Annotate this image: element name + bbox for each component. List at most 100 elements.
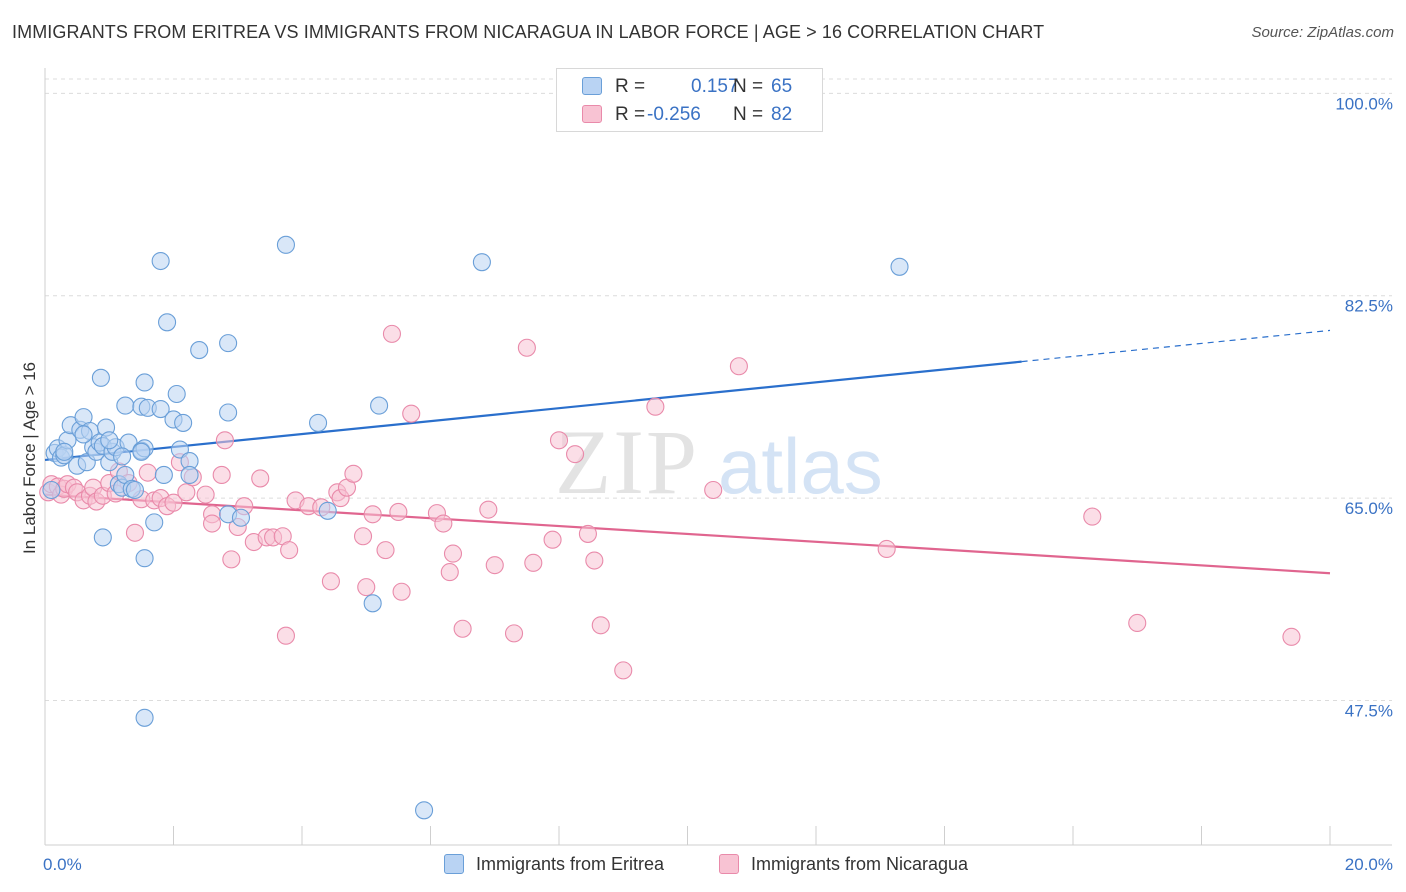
eritrea-point [55,442,74,461]
nicaragua-point [203,514,222,533]
nicaragua-point [646,397,665,416]
nicaragua-point [363,505,382,524]
stats-legend: R = 0.157 N = 65 R = -0.256 N = 82 [556,68,823,132]
eritrea-point [167,384,186,404]
eritrea-point [113,447,132,466]
legend-label-eritrea: Immigrants from Eritrea [476,854,665,874]
y-axis-label: In Labor Force | Age > 16 [20,362,39,554]
nicaragua-point [585,551,604,570]
eritrea-swatch [582,77,602,95]
nicaragua-trend-line [44,493,1331,575]
nicaragua-point [591,616,610,635]
y-tick-label: 65.0% [1345,499,1393,518]
eritrea-point [151,399,170,419]
nicaragua-point [276,626,295,645]
nicaragua-point [524,553,543,572]
nicaragua-point [443,544,463,563]
nicaragua-point [440,563,459,582]
n-label: N = [733,76,764,97]
nicaragua-point [177,483,196,502]
eritrea-point [219,334,238,353]
eritrea-point [363,594,382,613]
nicaragua-point [353,527,373,546]
nicaragua-point [138,463,157,482]
trend-lines [44,329,1331,575]
watermark-atlas: atlas [718,422,883,510]
eritrea-point [145,513,164,532]
series-legend: Immigrants from Eritrea Immigrants from … [0,852,1406,878]
eritrea-point [74,425,93,444]
r-value-eritrea: 0.157 [691,76,739,97]
nicaragua-point [578,524,597,543]
eritrea-trend-extension [1021,329,1331,363]
nicaragua-point [402,404,421,423]
eritrea-point [231,508,251,527]
eritrea-point [116,396,135,415]
nicaragua-point [251,469,270,488]
nicaragua-point [357,578,376,597]
nicaragua-point [125,523,144,542]
eritrea-point [318,501,337,520]
r-label: R = [615,76,646,97]
eritrea-point [174,413,193,432]
eritrea-point [135,373,154,392]
eritrea-point [276,235,295,254]
eritrea-point [151,251,170,271]
nicaragua-point [434,514,453,533]
eritrea-point [91,368,110,387]
n-value-nicaragua: 82 [771,104,793,125]
n-value-eritrea: 65 [771,76,793,97]
nicaragua-point [566,445,585,464]
nicaragua-point [543,530,562,549]
eritrea-point [190,341,209,360]
nicaragua-point [485,556,504,575]
nicaragua-point [321,572,340,591]
eritrea-point [154,465,173,485]
eritrea-point [158,313,177,332]
eritrea-point [100,431,119,450]
eritrea-point [890,257,909,276]
nicaragua-point [215,431,234,450]
nicaragua-point [212,465,231,485]
nicaragua-point [382,324,402,343]
axes: 47.5% 65.0% 82.5% 100.0% 0.0% 20.0% [43,68,1393,874]
chart-title: IMMIGRANTS FROM ERITREA VS IMMIGRANTS FR… [12,22,1045,42]
eritrea-point [93,528,112,547]
eritrea-legend-swatch [444,854,464,874]
nicaragua-point [729,357,748,376]
nicaragua-point [389,502,408,522]
eritrea-point [415,801,434,820]
nicaragua-swatch [582,105,602,123]
eritrea-point [180,465,199,485]
nicaragua-point [164,493,183,512]
nicaragua-point [196,485,215,504]
nicaragua-point [376,541,395,560]
nicaragua-point [280,541,299,560]
eritrea-point [309,413,328,432]
nicaragua-point [453,619,472,638]
nicaragua-point [704,480,723,500]
legend-label-nicaragua: Immigrants from Nicaragua [751,854,969,874]
data-points [39,235,1301,820]
eritrea-point [472,253,491,272]
nicaragua-point [504,624,524,643]
eritrea-point [135,549,154,568]
nicaragua-point [1128,613,1147,633]
eritrea-point [125,480,144,500]
nicaragua-legend-swatch [719,854,739,874]
y-tick-label: 82.5% [1345,297,1393,316]
gridlines [45,78,1392,701]
nicaragua-point [517,338,536,357]
nicaragua-point [392,582,411,601]
eritrea-point [170,440,189,459]
nicaragua-point [549,431,569,450]
y-tick-label: 100.0% [1335,94,1393,113]
eritrea-point [370,396,389,415]
nicaragua-point [344,464,363,483]
r-value-nicaragua: -0.256 [647,104,701,125]
y-tick-label: 47.5% [1345,701,1393,720]
nicaragua-point [877,539,896,559]
eritrea-point [132,442,151,461]
source-label: Source: ZipAtlas.com [1251,24,1394,41]
nicaragua-point [614,661,633,680]
